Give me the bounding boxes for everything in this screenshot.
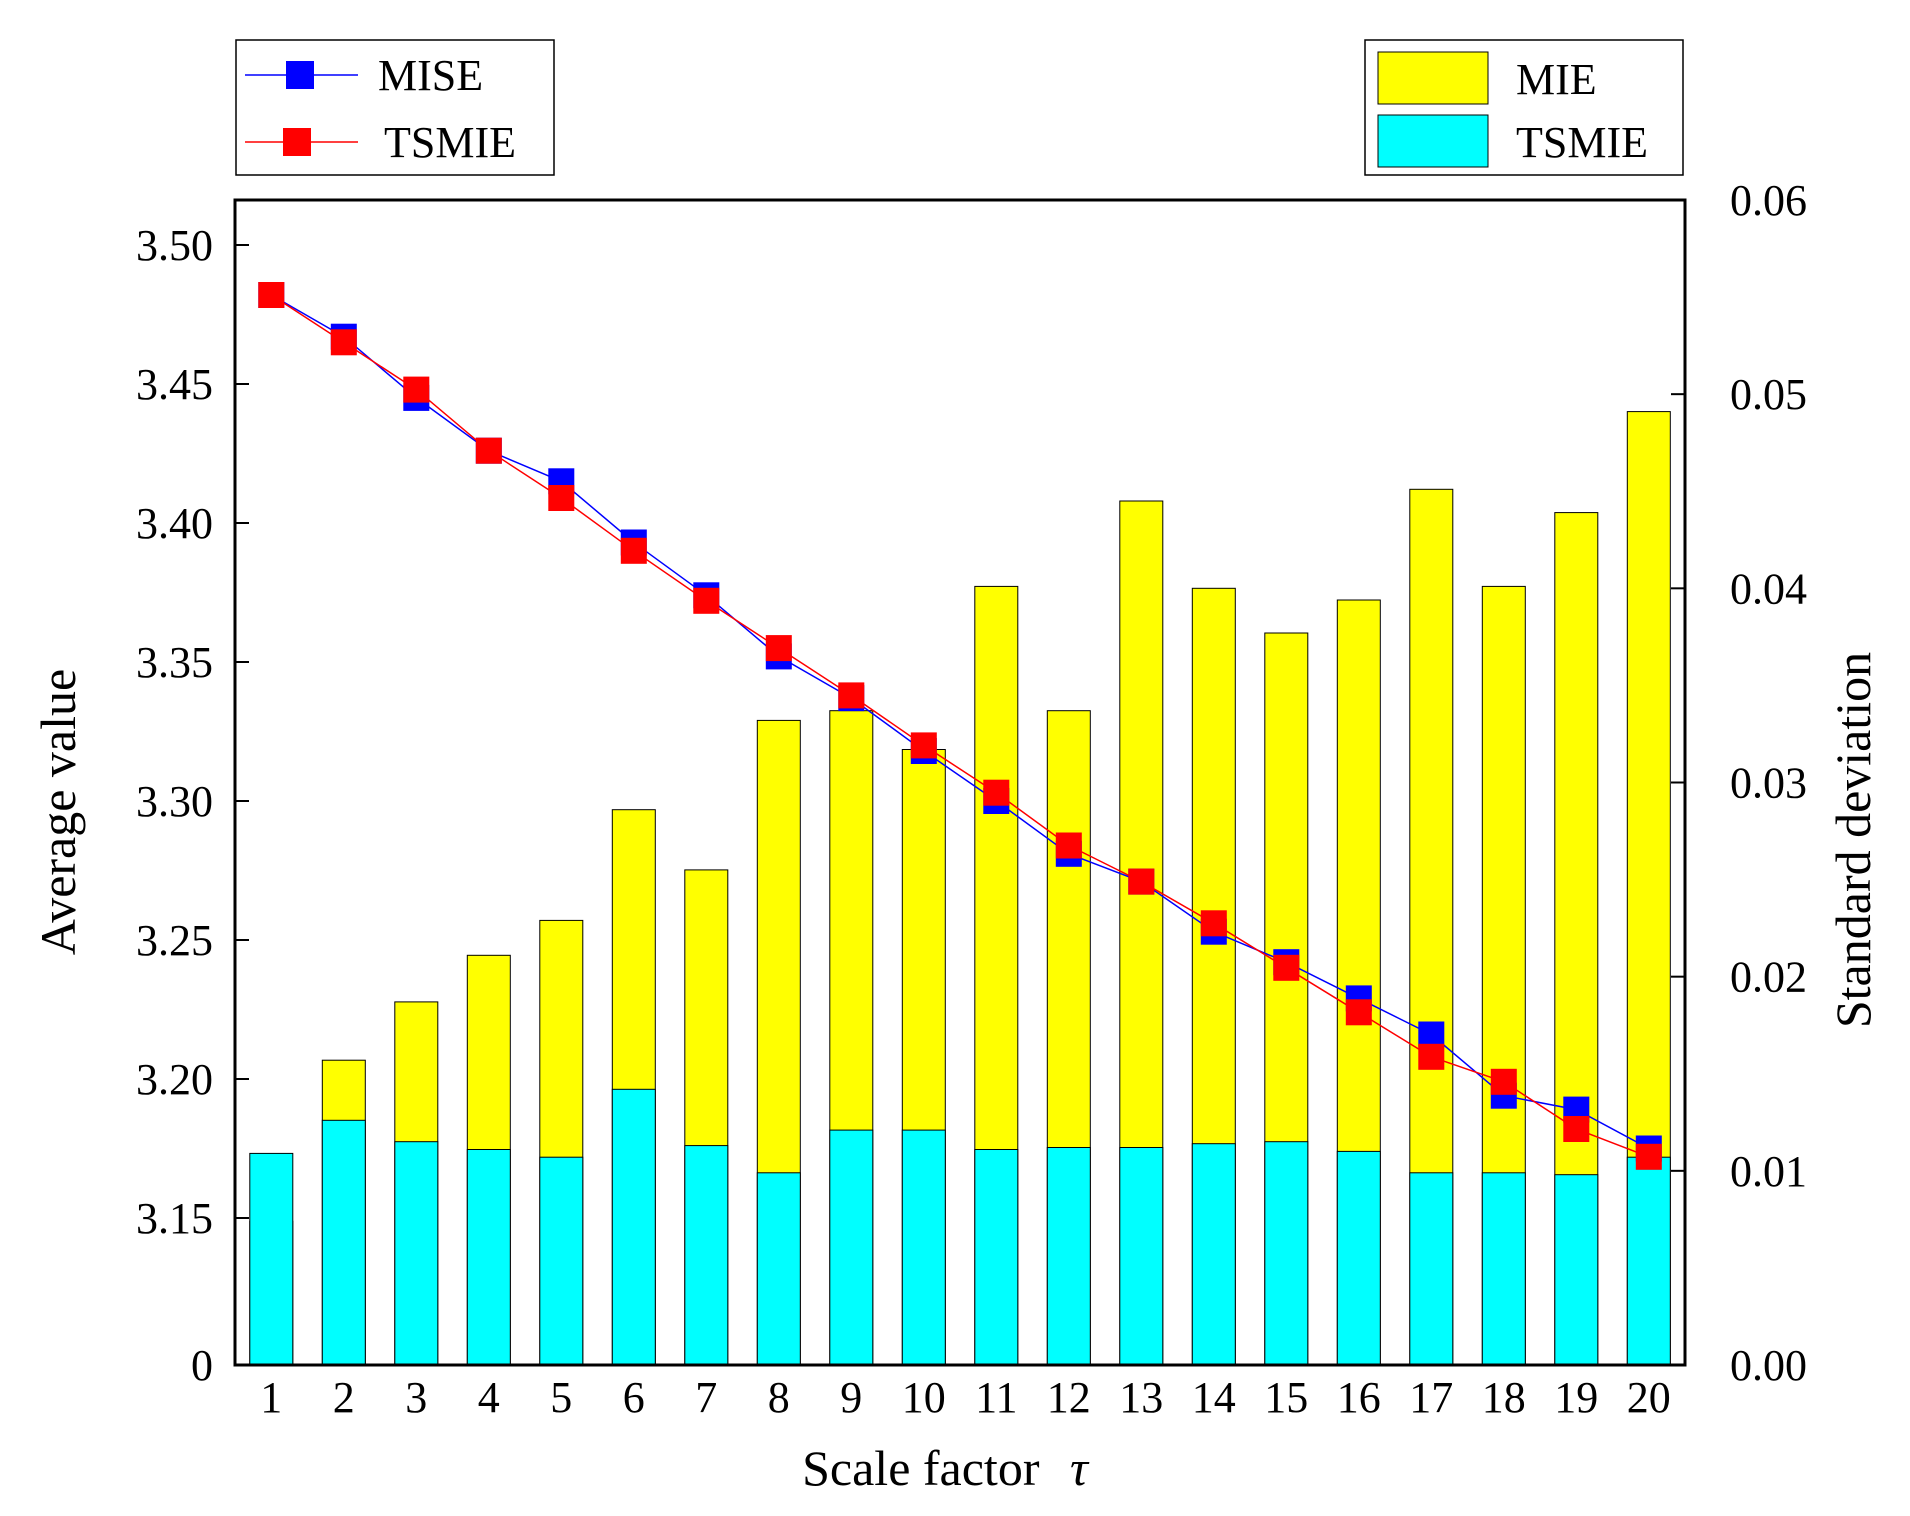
- x-tick-label-9: 9: [840, 1373, 862, 1422]
- x-tick-label-1: 1: [260, 1373, 282, 1422]
- x-tick-label-8: 8: [768, 1373, 790, 1422]
- x-tick-label-17: 17: [1409, 1373, 1453, 1422]
- bar-tsmie-10: [901, 1129, 946, 1366]
- x-tick-label-5: 5: [550, 1373, 572, 1422]
- y-left-tick-label-0: 0: [191, 1341, 213, 1390]
- marker-tsmie-15: [1273, 954, 1300, 981]
- legend-bars: MIE TSMIE: [1364, 39, 1684, 176]
- x-tick-label-4: 4: [478, 1373, 500, 1422]
- x-tick-label-15: 15: [1264, 1373, 1308, 1422]
- marker-tsmie-3: [403, 376, 430, 403]
- bar-tsmie-14: [1191, 1143, 1236, 1366]
- marker-tsmie-5: [548, 485, 575, 511]
- x-tick-label-20: 20: [1627, 1373, 1671, 1422]
- y-axis-right-title: Standard deviation: [1825, 652, 1881, 1028]
- legend-lines: MISE TSMIE: [235, 39, 555, 176]
- y-left-tick-label-3.50: 3.50: [136, 221, 213, 270]
- legend-label-mie: MIE: [1516, 55, 1597, 104]
- x-tick-label-10: 10: [902, 1373, 946, 1422]
- y-left-tick-label-3.15: 3.15: [136, 1194, 213, 1243]
- marker-tsmie-6: [620, 537, 647, 564]
- x-tick-label-19: 19: [1554, 1373, 1598, 1422]
- y-left-tick-label-3.30: 3.30: [136, 777, 213, 826]
- y-axis-left-title: Average value: [30, 669, 86, 955]
- bar-tsmie-12: [1046, 1147, 1091, 1366]
- bar-tsmie-16: [1336, 1150, 1381, 1366]
- x-tick-label-6: 6: [623, 1373, 645, 1422]
- y-left-tick-label-3.25: 3.25: [136, 916, 213, 965]
- marker-mise-17: [1418, 1021, 1445, 1048]
- marker-tsmie-10: [910, 732, 937, 759]
- legend-swatch-mie: [1377, 51, 1489, 105]
- bar-tsmie-7: [684, 1145, 729, 1366]
- legend-swatch-tsmie-marker: [283, 128, 311, 156]
- marker-tsmie-7: [693, 587, 720, 614]
- y-right-tick-label-0.02: 0.02: [1730, 953, 1807, 1002]
- legend-swatch-tsmie-bar: [1377, 114, 1489, 168]
- marker-tsmie-2: [330, 329, 357, 356]
- bar-tsmie-8: [756, 1172, 801, 1366]
- bar-tsmie-20: [1626, 1156, 1671, 1366]
- y-right-tick-label-0.01: 0.01: [1730, 1147, 1807, 1196]
- bar-tsmie-9: [829, 1129, 874, 1366]
- y-right-tick-label-0.04: 0.04: [1730, 564, 1807, 613]
- marker-tsmie-8: [765, 635, 792, 662]
- bar-tsmie-13: [1119, 1147, 1164, 1366]
- legend-label-mise: MISE: [378, 51, 483, 100]
- bar-tsmie-18: [1481, 1172, 1526, 1366]
- x-axis-title-text: Scale factor: [802, 1440, 1040, 1496]
- x-axis-title-symbol: τ: [1070, 1440, 1090, 1496]
- bar-tsmie-6: [611, 1088, 656, 1366]
- marker-tsmie-11: [983, 779, 1010, 806]
- y-left-tick-label-3.45: 3.45: [136, 360, 213, 409]
- x-tick-label-14: 14: [1192, 1373, 1236, 1422]
- marker-tsmie-18: [1490, 1068, 1517, 1095]
- marker-tsmie-19: [1563, 1116, 1590, 1142]
- axes-layer: 0 3.15 3.20 3.25 3.30 3.35 3.40 3.45 3.50 0.00 0.0…: [136, 176, 1807, 1422]
- marker-tsmie-13: [1128, 868, 1155, 895]
- y-right-tick-label-0.06: 0.06: [1730, 176, 1807, 225]
- bar-tsmie-15: [1264, 1141, 1309, 1366]
- bar-tsmie-1: [249, 1152, 294, 1366]
- x-tick-label-7: 7: [695, 1373, 717, 1422]
- x-axis-title: Scale factor τ: [802, 1440, 1090, 1496]
- marker-tsmie-16: [1345, 999, 1372, 1026]
- marker-tsmie-20: [1635, 1143, 1662, 1170]
- bars-layer: [249, 411, 1671, 1366]
- x-tick-label-16: 16: [1337, 1373, 1381, 1422]
- y-left-tick-label-3.40: 3.40: [136, 499, 213, 548]
- bar-tsmie-19: [1554, 1174, 1599, 1366]
- y-left-tick-label-3.35: 3.35: [136, 638, 213, 687]
- bar-tsmie-3: [394, 1141, 439, 1366]
- bar-tsmie-5: [539, 1156, 584, 1366]
- x-tick-label-12: 12: [1047, 1373, 1091, 1422]
- bar-tsmie-11: [974, 1149, 1019, 1366]
- marker-tsmie-17: [1418, 1043, 1445, 1070]
- marker-tsmie-1: [258, 282, 285, 308]
- marker-tsmie-4: [475, 437, 502, 464]
- bar-tsmie-2: [321, 1119, 366, 1366]
- lines-layer: [258, 282, 1662, 1170]
- marker-tsmie-9: [838, 682, 865, 709]
- legend-label-tsmie-bar: TSMIE: [1516, 118, 1648, 167]
- bar-tsmie-4: [466, 1149, 511, 1366]
- x-tick-label-3: 3: [405, 1373, 427, 1422]
- marker-tsmie-14: [1200, 910, 1227, 937]
- legend-swatch-mise-marker: [286, 61, 314, 89]
- y-right-tick-label-0.05: 0.05: [1730, 370, 1807, 419]
- x-tick-label-2: 2: [333, 1373, 355, 1422]
- marker-tsmie-12: [1055, 832, 1082, 859]
- y-right-tick-label-0.03: 0.03: [1730, 759, 1807, 808]
- y-left-tick-label-3.20: 3.20: [136, 1055, 213, 1104]
- legend-label-tsmie-line: TSMIE: [384, 118, 516, 167]
- x-tick-label-11: 11: [975, 1373, 1017, 1422]
- y-right-tick-label-0.00: 0.00: [1730, 1341, 1807, 1390]
- x-tick-label-13: 13: [1119, 1373, 1163, 1422]
- bar-tsmie-17: [1409, 1172, 1454, 1366]
- x-tick-label-18: 18: [1482, 1373, 1526, 1422]
- plot-frame: [233, 198, 1687, 1367]
